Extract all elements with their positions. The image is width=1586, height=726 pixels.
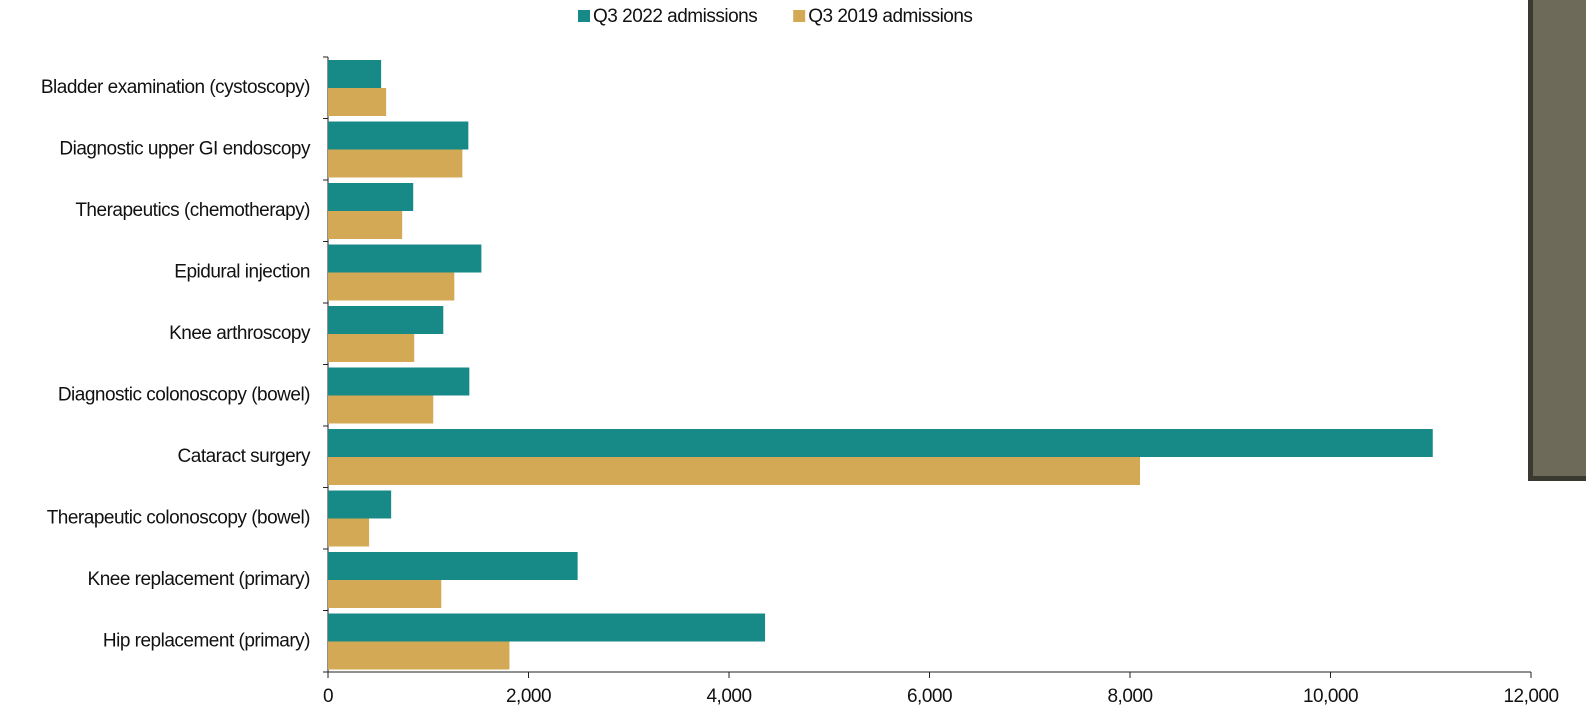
bar xyxy=(328,244,482,273)
bar xyxy=(328,429,1433,457)
bar xyxy=(328,518,370,547)
legend-label: Q3 2022 admissions xyxy=(593,6,757,27)
x-tick-label: 4,000 xyxy=(706,686,751,707)
bar xyxy=(328,149,463,178)
bar xyxy=(328,613,766,642)
bar xyxy=(328,552,578,580)
bar xyxy=(328,367,470,396)
bar xyxy=(328,88,387,116)
bar xyxy=(328,211,403,239)
y-tick-label: Diagnostic colonoscopy (bowel) xyxy=(58,384,310,405)
legend-swatch xyxy=(578,10,590,22)
bar xyxy=(328,334,415,362)
x-tick-label: 2,000 xyxy=(506,686,551,707)
y-tick-label: Cataract surgery xyxy=(178,446,311,467)
y-tick-label: Knee arthroscopy xyxy=(169,323,311,344)
bar xyxy=(328,183,414,211)
x-tick-label: 10,000 xyxy=(1303,686,1358,707)
y-tick-label: Diagnostic upper GI endoscopy xyxy=(59,138,311,159)
y-tick-label: Knee replacement (primary) xyxy=(88,569,311,590)
bar xyxy=(328,395,434,424)
legend-label: Q3 2019 admissions xyxy=(808,6,972,27)
y-tick-label: Hip replacement (primary) xyxy=(103,630,310,651)
x-tick-label: 8,000 xyxy=(1107,686,1152,707)
bar xyxy=(328,60,382,88)
bar xyxy=(328,272,455,301)
bar xyxy=(328,121,469,150)
x-tick-label: 0 xyxy=(323,686,333,707)
x-tick-label: 12,000 xyxy=(1503,686,1558,707)
x-tick-label: 6,000 xyxy=(907,686,952,707)
bar xyxy=(328,641,510,670)
y-tick-label: Epidural injection xyxy=(174,261,310,282)
y-tick-label: Therapeutic colonoscopy (bowel) xyxy=(47,507,310,528)
bar xyxy=(328,457,1141,485)
y-tick-label: Therapeutics (chemotherapy) xyxy=(75,200,310,221)
legend-swatch xyxy=(793,10,806,22)
bar xyxy=(328,580,442,608)
y-tick-label: Bladder examination (cystoscopy) xyxy=(41,77,310,98)
cropped-photo-inner xyxy=(1533,0,1586,476)
bar xyxy=(328,306,444,334)
bar xyxy=(328,490,392,519)
